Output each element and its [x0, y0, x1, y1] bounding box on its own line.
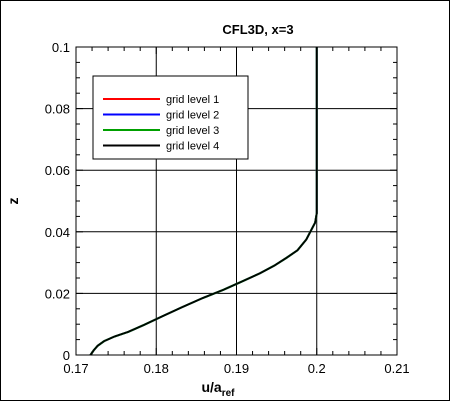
y-tick-label: 0.02 — [45, 286, 70, 301]
x-tick-label: 0.19 — [224, 361, 249, 376]
legend-label: grid level 4 — [166, 141, 219, 153]
y-tick-label: 0.1 — [52, 40, 70, 55]
legend-label: grid level 3 — [166, 125, 219, 137]
series-lines — [89, 47, 318, 356]
legend-label: grid level 2 — [166, 110, 219, 122]
x-tick-label: 0.21 — [384, 361, 409, 376]
x-tick-label: 0.17 — [63, 361, 88, 376]
legend-label: grid level 1 — [166, 94, 219, 106]
y-tick-label: 0.06 — [45, 163, 70, 178]
axis-ticks: 0.17 0.18 0.19 0.2 0.21 0 0.02 0.04 0.06 0.08 0.1 — [45, 40, 410, 376]
y-tick-label: 0.04 — [45, 225, 70, 240]
legend: grid level 1 grid level 2 grid level 3 grid… — [92, 75, 249, 160]
y-tick-label: 0 — [63, 348, 70, 363]
x-axis-label: u/aref — [201, 379, 235, 399]
chart-title: CFL3D, x=3 — [222, 22, 293, 37]
x-tick-label: 0.18 — [144, 361, 169, 376]
x-tick-label: 0.2 — [308, 361, 326, 376]
series-line — [89, 47, 318, 356]
plot-area-border — [75, 46, 398, 356]
y-tick-label: 0.08 — [45, 102, 70, 117]
y-axis-label: z — [5, 198, 21, 205]
